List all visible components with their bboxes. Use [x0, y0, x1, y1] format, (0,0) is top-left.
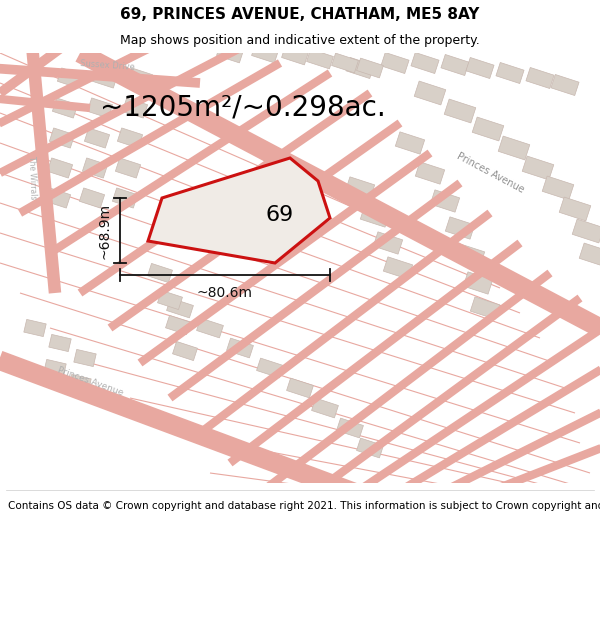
Bar	[251, 43, 278, 63]
Bar	[472, 117, 504, 141]
Bar	[455, 244, 485, 266]
Text: ~80.6m: ~80.6m	[197, 286, 253, 300]
Text: Princes Avenue: Princes Avenue	[455, 151, 526, 195]
Bar	[444, 99, 476, 123]
Bar	[445, 217, 475, 239]
Bar	[88, 98, 113, 118]
Bar	[79, 188, 104, 208]
Bar	[49, 128, 74, 148]
Bar	[356, 58, 383, 78]
Bar	[526, 68, 554, 89]
Bar	[227, 338, 253, 358]
Bar	[470, 297, 500, 319]
Bar	[361, 205, 389, 227]
Bar	[381, 52, 409, 74]
Bar	[92, 68, 118, 88]
Bar	[167, 298, 193, 318]
Bar	[395, 132, 425, 154]
Polygon shape	[148, 158, 330, 263]
Text: ~68.9m: ~68.9m	[97, 202, 111, 259]
Bar	[173, 341, 197, 361]
Bar	[217, 43, 244, 63]
Bar	[115, 158, 140, 178]
Bar	[122, 98, 148, 118]
Bar	[158, 291, 182, 309]
Bar	[332, 53, 358, 73]
Bar	[414, 81, 446, 105]
Bar	[496, 62, 524, 84]
Bar	[337, 418, 364, 438]
Bar	[356, 438, 383, 458]
Bar	[46, 188, 71, 208]
Bar	[551, 74, 579, 96]
Bar	[52, 98, 77, 118]
Bar	[85, 128, 110, 148]
Text: Map shows position and indicative extent of the property.: Map shows position and indicative extent…	[120, 34, 480, 47]
Bar	[257, 358, 283, 378]
Bar	[74, 349, 96, 367]
Bar	[311, 398, 338, 418]
Text: The Wirrals: The Wirrals	[27, 156, 37, 200]
Text: Contains OS data © Crown copyright and database right 2021. This information is : Contains OS data © Crown copyright and d…	[8, 501, 600, 511]
Bar	[69, 374, 91, 392]
Bar	[112, 188, 137, 208]
Bar	[498, 136, 530, 160]
Bar	[82, 158, 107, 178]
Bar	[463, 272, 493, 294]
Bar	[127, 68, 152, 88]
Bar	[466, 58, 494, 79]
Text: 69, PRINCES AVENUE, CHATHAM, ME5 8AY: 69, PRINCES AVENUE, CHATHAM, ME5 8AY	[121, 7, 479, 22]
Bar	[58, 68, 83, 88]
Bar	[542, 176, 574, 200]
Bar	[307, 49, 334, 69]
Bar	[383, 257, 413, 279]
Bar	[559, 197, 591, 221]
Bar	[281, 45, 308, 65]
Bar	[346, 58, 374, 79]
Bar	[49, 334, 71, 352]
Bar	[522, 156, 554, 180]
Bar	[346, 177, 374, 199]
Bar	[148, 263, 172, 282]
Bar	[411, 52, 439, 74]
Bar	[579, 243, 600, 267]
Bar	[441, 54, 469, 76]
Bar	[44, 359, 66, 377]
Bar	[373, 232, 403, 254]
Text: 69: 69	[266, 205, 294, 225]
Bar	[118, 128, 143, 148]
Bar	[197, 318, 223, 338]
Text: ~1205m²/~0.298ac.: ~1205m²/~0.298ac.	[100, 93, 386, 121]
Bar	[415, 162, 445, 184]
Bar	[572, 219, 600, 243]
Bar	[430, 190, 460, 212]
Bar	[47, 158, 73, 178]
Bar	[166, 316, 190, 334]
Text: Sussex Drive: Sussex Drive	[80, 59, 135, 71]
Bar	[287, 378, 313, 398]
Text: Princes Avenue: Princes Avenue	[56, 365, 124, 397]
Bar	[24, 319, 46, 337]
